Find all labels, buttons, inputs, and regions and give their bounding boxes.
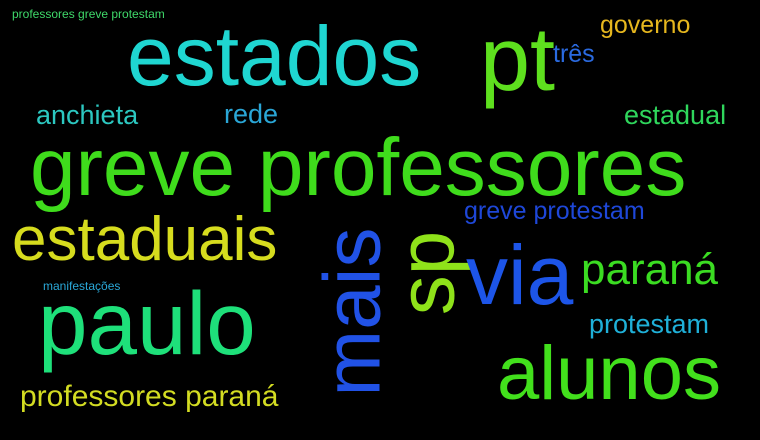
word-professores-parana: professores paraná bbox=[20, 380, 279, 413]
word-protestam: protestam bbox=[589, 309, 710, 339]
word-pt: pt bbox=[480, 10, 556, 110]
word-governo: governo bbox=[600, 11, 691, 39]
word-professores-greve-protestam: professores greve protestam bbox=[12, 7, 165, 21]
word-alunos: alunos bbox=[497, 331, 721, 416]
word-estadual: estadual bbox=[624, 100, 727, 130]
word-greve-protestam: greve protestam bbox=[464, 197, 645, 225]
word-anchieta: anchieta bbox=[36, 100, 139, 130]
word-greve-professores: greve professores bbox=[30, 122, 687, 213]
word-parana: paraná bbox=[581, 245, 719, 294]
word-sp: sp bbox=[381, 230, 471, 316]
word-via: via bbox=[466, 228, 574, 322]
word-tres: três bbox=[553, 40, 595, 68]
word-manifestacoes: manifestações bbox=[43, 279, 121, 293]
word-rede: rede bbox=[224, 99, 279, 129]
word-paulo: paulo bbox=[38, 273, 256, 373]
word-estaduais: estaduais bbox=[12, 205, 278, 274]
word-estados: estados bbox=[127, 9, 422, 103]
